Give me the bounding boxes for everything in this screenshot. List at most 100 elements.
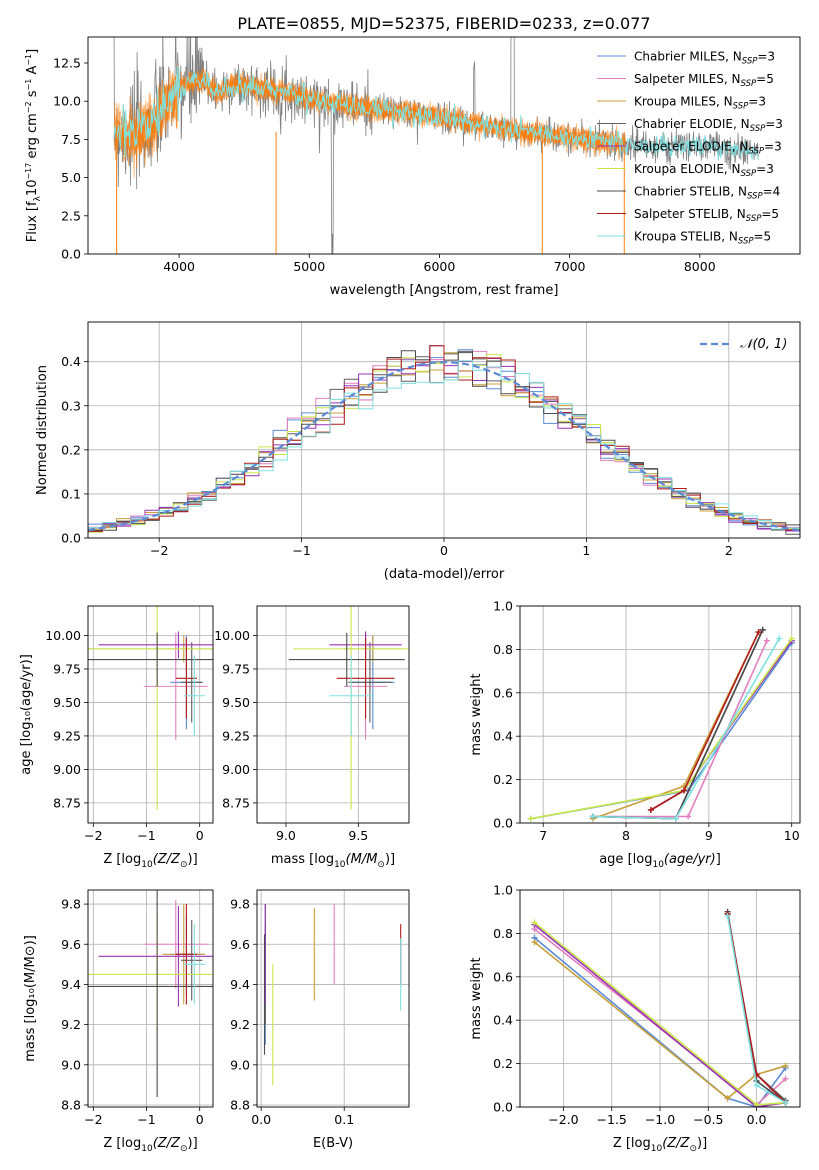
x-tick-label: 1 xyxy=(582,543,590,558)
y-tick-label: 0.3 xyxy=(61,398,81,413)
x-tick-label: 7000 xyxy=(554,259,586,274)
x-tick-label: −1.0 xyxy=(645,1112,675,1127)
x-tick-label: 0.1 xyxy=(334,1112,354,1127)
y-tick-label: 1.0 xyxy=(493,883,513,898)
x-axis-label: Z [log10(Z/Z⊙)] xyxy=(613,1136,707,1154)
x-tick-label: −2 xyxy=(150,543,168,558)
y-tick-label: 12.5 xyxy=(53,55,81,70)
mass-weight-line-8 xyxy=(650,631,760,811)
mass-weight-line-1 xyxy=(530,642,793,820)
x-tick-label: 4000 xyxy=(163,259,195,274)
charts-layer: 4000 5000 6000 7000 80000.02.55.07.510.012.5… xyxy=(19,36,801,1154)
legend-label: Salpeter STELIB, NSSP=5 xyxy=(634,207,779,224)
y-tick-label: 9.75 xyxy=(222,661,250,676)
x-axis-label: E(B-V) xyxy=(313,1136,353,1151)
x-tick-label: −1 xyxy=(137,828,155,843)
y-tick-label: 8.75 xyxy=(53,795,81,810)
y-axis-label: mass weight xyxy=(469,673,484,755)
mass-weight-line-7 xyxy=(592,629,764,820)
y-tick-label: 9.50 xyxy=(53,695,81,710)
mass-weight-line-5 xyxy=(650,640,793,811)
y-tick-label: 9.6 xyxy=(61,937,81,952)
y-tick-label: 1.0 xyxy=(493,599,513,614)
plot-area xyxy=(527,626,795,822)
y-tick-label: 9.6 xyxy=(230,937,250,952)
y-tick-label: 9.2 xyxy=(61,1017,81,1032)
x-tick-label: −1 xyxy=(292,543,310,558)
x-axis-label: mass [log10(M/M⊙)] xyxy=(271,852,395,870)
mass-weight-marker xyxy=(724,913,731,920)
x-tick-label: 0.0 xyxy=(251,1112,271,1127)
x-tick-label: 7 xyxy=(539,828,547,843)
mass-weight-marker xyxy=(647,806,654,813)
panel-residuals: −2 −1 0 1 2 0.0 0.1 0.2 0.3 0.4 (data-model)/error… xyxy=(35,321,801,582)
y-tick-label: 0.2 xyxy=(493,772,513,787)
y-tick-label: 0.4 xyxy=(493,729,513,744)
x-tick-label: −0.5 xyxy=(693,1112,723,1127)
y-tick-label: 9.75 xyxy=(53,661,81,676)
y-tick-label: 2.5 xyxy=(61,208,81,223)
y-tick-label: 0.4 xyxy=(493,1013,513,1028)
y-tick-label: 9.00 xyxy=(53,762,81,777)
plot-area xyxy=(88,606,213,810)
panel-age-vs-Z: −2 −1 0 8.75 9.00 9.25 9.50 9.75 10.00 Z [log10(Z… xyxy=(19,605,214,870)
y-tick-label: 0.6 xyxy=(493,969,513,984)
axes-frame xyxy=(519,889,801,1108)
legend-label: Chabrier STELIB, NSSP=4 xyxy=(634,185,780,202)
axes-frame xyxy=(87,889,214,1108)
mass-weight-marker xyxy=(759,626,766,633)
y-tick-label: 0.8 xyxy=(493,926,513,941)
y-tick-label: 9.4 xyxy=(61,977,81,992)
x-tick-label: 0.0 xyxy=(747,1112,767,1127)
y-axis-label: mass [log₁₀(M/M⊙)] xyxy=(23,935,38,1062)
axes-frame xyxy=(87,36,801,255)
mass-weight-line-6 xyxy=(530,638,793,820)
x-tick-label: 0 xyxy=(196,1112,204,1127)
x-axis-label: wavelength [Angstrom, rest frame] xyxy=(330,283,559,298)
panel-mass-weight-vs-age: 7 8 9 10 0.0 0.2 0.4 0.6 0.8 1.0 age [log10(age/yr… xyxy=(469,599,801,870)
x-tick-label: 8000 xyxy=(684,259,716,274)
mass-weight-marker xyxy=(755,629,762,636)
legend-label: Chabrier ELODIE, NSSP=3 xyxy=(634,117,783,134)
y-tick-label: 0.0 xyxy=(493,816,513,831)
legend-label: Kroupa MILES, NSSP=3 xyxy=(634,95,766,112)
x-tick-label: 10 xyxy=(784,828,800,843)
mass-weight-marker xyxy=(782,1099,789,1106)
mass-weight-marker xyxy=(788,635,795,642)
plot-area xyxy=(88,890,213,1097)
x-tick-label: −2 xyxy=(84,828,102,843)
y-tick-label: 9.4 xyxy=(230,977,250,992)
model-spectrum-9 xyxy=(113,65,759,161)
mass-weight-marker xyxy=(753,1082,760,1089)
panel-mass-vs-Z: −2 −1 0 8.8 9.0 9.2 9.4 9.6 9.8 Z [log10(Z/Z⊙)] ma… xyxy=(23,889,214,1154)
y-tick-label: 5.0 xyxy=(61,170,81,185)
mass-weight-marker xyxy=(685,813,692,820)
x-tick-label: −2.0 xyxy=(548,1112,578,1127)
y-tick-label: 9.0 xyxy=(230,1057,250,1072)
axes-frame xyxy=(87,321,801,539)
y-tick-label: 10.0 xyxy=(53,94,81,109)
x-tick-label: 8 xyxy=(622,828,630,843)
mass-weight-marker xyxy=(782,1062,789,1069)
y-tick-label: 9.8 xyxy=(230,897,250,912)
y-tick-label: 10.00 xyxy=(45,628,81,643)
y-tick-label: 8.8 xyxy=(230,1097,250,1112)
mass-weight-marker xyxy=(531,939,538,946)
y-tick-label: 0.0 xyxy=(493,1100,513,1115)
x-tick-label: 9.5 xyxy=(348,828,368,843)
plot-area xyxy=(88,345,800,535)
y-tick-label: 9.25 xyxy=(53,728,81,743)
y-tick-label: 9.8 xyxy=(61,897,81,912)
x-axis-label: Z [log10(Z/Z⊙)] xyxy=(103,852,197,870)
x-tick-label: 6000 xyxy=(424,259,456,274)
legend-label: Kroupa STELIB, NSSP=5 xyxy=(634,230,771,247)
y-tick-label: 9.00 xyxy=(222,762,250,777)
y-tick-label: 0.0 xyxy=(61,531,81,546)
y-tick-label: 9.2 xyxy=(230,1017,250,1032)
y-axis-label: age [log₁₀(age/yr)] xyxy=(19,654,34,775)
plot-area xyxy=(531,908,789,1107)
y-axis-label: Flux [fλ10−17 erg cm−2 s−1 A−1] xyxy=(24,49,43,242)
y-tick-label: 8.75 xyxy=(222,795,250,810)
y-tick-label: 0.2 xyxy=(61,442,81,457)
